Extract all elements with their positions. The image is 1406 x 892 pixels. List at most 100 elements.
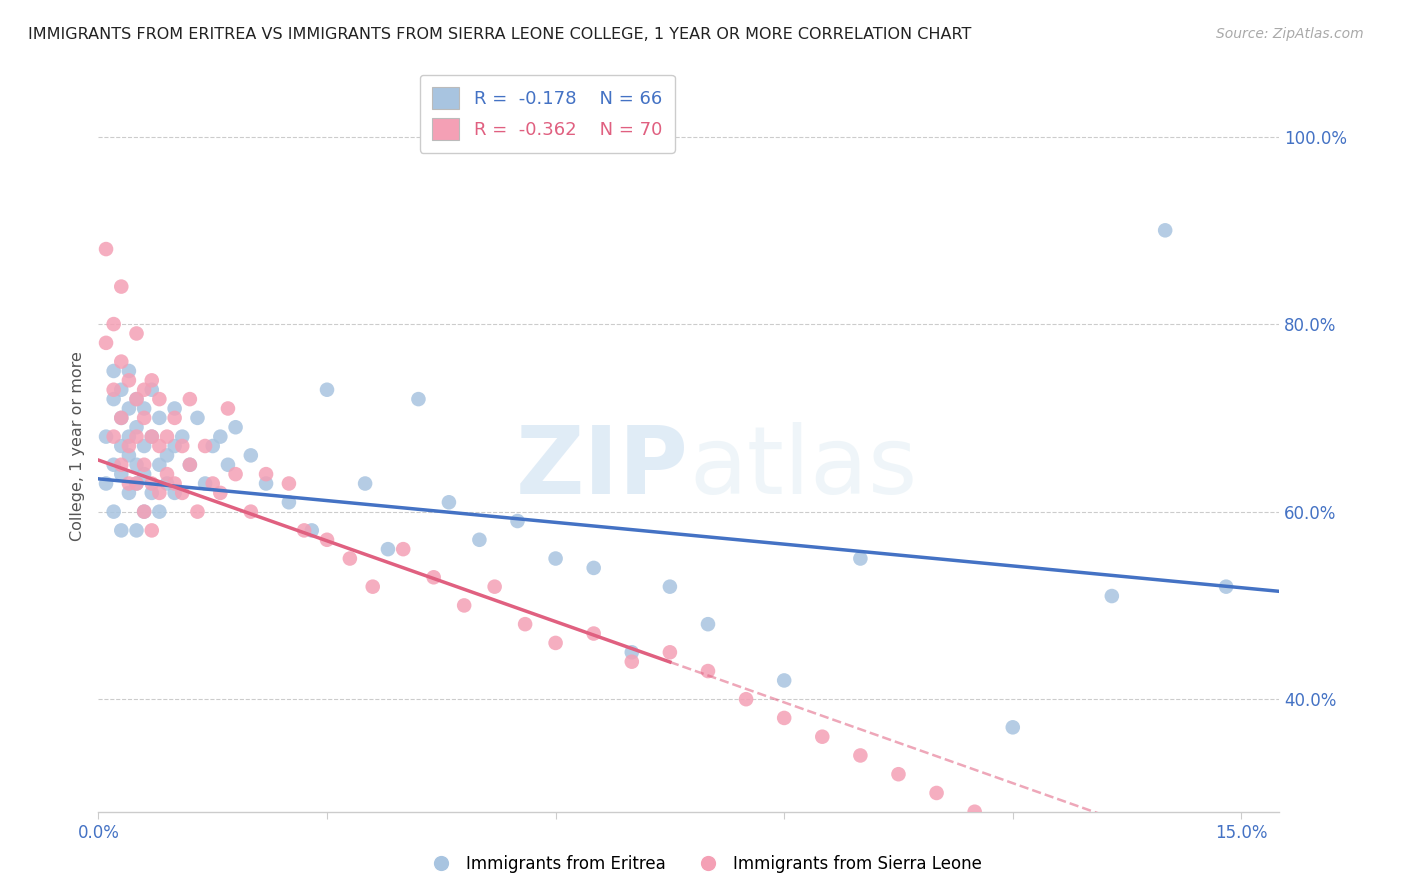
Point — [118, 439, 141, 453]
Point — [735, 692, 758, 706]
Point — [148, 505, 170, 519]
Point — [110, 439, 132, 453]
Point — [887, 767, 910, 781]
Point — [148, 410, 170, 425]
Point — [186, 505, 208, 519]
Point — [118, 373, 141, 387]
Point — [773, 711, 796, 725]
Point — [125, 458, 148, 472]
Point — [1116, 880, 1139, 892]
Point — [217, 458, 239, 472]
Point — [1078, 861, 1101, 875]
Point — [141, 476, 163, 491]
Point — [292, 524, 315, 538]
Point — [125, 476, 148, 491]
Point — [620, 645, 643, 659]
Point — [697, 664, 720, 678]
Text: Source: ZipAtlas.com: Source: ZipAtlas.com — [1216, 27, 1364, 41]
Point — [141, 383, 163, 397]
Point — [773, 673, 796, 688]
Point — [658, 645, 681, 659]
Point — [134, 467, 156, 482]
Point — [453, 599, 475, 613]
Point — [1215, 580, 1237, 594]
Point — [620, 655, 643, 669]
Point — [103, 458, 125, 472]
Point — [148, 458, 170, 472]
Point — [125, 524, 148, 538]
Point — [103, 364, 125, 378]
Point — [513, 617, 536, 632]
Point — [125, 392, 148, 406]
Point — [125, 326, 148, 341]
Point — [141, 429, 163, 443]
Point — [963, 805, 986, 819]
Point — [239, 449, 262, 463]
Point — [156, 467, 179, 482]
Point — [186, 410, 208, 425]
Point — [94, 335, 117, 350]
Point — [849, 748, 872, 763]
Point — [156, 449, 179, 463]
Point — [544, 636, 567, 650]
Point — [194, 439, 217, 453]
Legend: Immigrants from Eritrea, Immigrants from Sierra Leone: Immigrants from Eritrea, Immigrants from… — [418, 848, 988, 880]
Point — [118, 364, 141, 378]
Point — [118, 449, 141, 463]
Point — [849, 551, 872, 566]
Point — [118, 476, 141, 491]
Point — [254, 467, 277, 482]
Point — [141, 524, 163, 538]
Point — [194, 476, 217, 491]
Point — [110, 383, 132, 397]
Point — [125, 476, 148, 491]
Point — [354, 476, 377, 491]
Point — [125, 392, 148, 406]
Point — [217, 401, 239, 416]
Point — [209, 429, 232, 443]
Point — [377, 542, 399, 557]
Point — [339, 551, 361, 566]
Point — [125, 429, 148, 443]
Text: IMMIGRANTS FROM ERITREA VS IMMIGRANTS FROM SIERRA LEONE COLLEGE, 1 YEAR OR MORE : IMMIGRANTS FROM ERITREA VS IMMIGRANTS FR… — [28, 27, 972, 42]
Point — [408, 392, 430, 406]
Point — [103, 317, 125, 331]
Point — [392, 542, 415, 557]
Point — [103, 429, 125, 443]
Point — [277, 495, 299, 509]
Point — [134, 439, 156, 453]
Point — [110, 279, 132, 293]
Point — [201, 439, 224, 453]
Point — [582, 626, 605, 640]
Point — [172, 439, 194, 453]
Point — [582, 561, 605, 575]
Point — [125, 420, 148, 434]
Point — [658, 580, 681, 594]
Point — [225, 420, 247, 434]
Point — [134, 383, 156, 397]
Point — [134, 410, 156, 425]
Point — [468, 533, 491, 547]
Point — [110, 410, 132, 425]
Point — [141, 429, 163, 443]
Point — [316, 533, 339, 547]
Point — [1001, 823, 1024, 838]
Point — [254, 476, 277, 491]
Point — [437, 495, 460, 509]
Point — [1154, 223, 1177, 237]
Point — [172, 429, 194, 443]
Point — [134, 401, 156, 416]
Point — [316, 383, 339, 397]
Point — [110, 467, 132, 482]
Point — [103, 383, 125, 397]
Point — [1101, 589, 1123, 603]
Point — [110, 410, 132, 425]
Point — [94, 429, 117, 443]
Point — [172, 486, 194, 500]
Point — [163, 439, 186, 453]
Point — [422, 570, 444, 584]
Point — [118, 401, 141, 416]
Point — [148, 486, 170, 500]
Point — [156, 429, 179, 443]
Point — [201, 476, 224, 491]
